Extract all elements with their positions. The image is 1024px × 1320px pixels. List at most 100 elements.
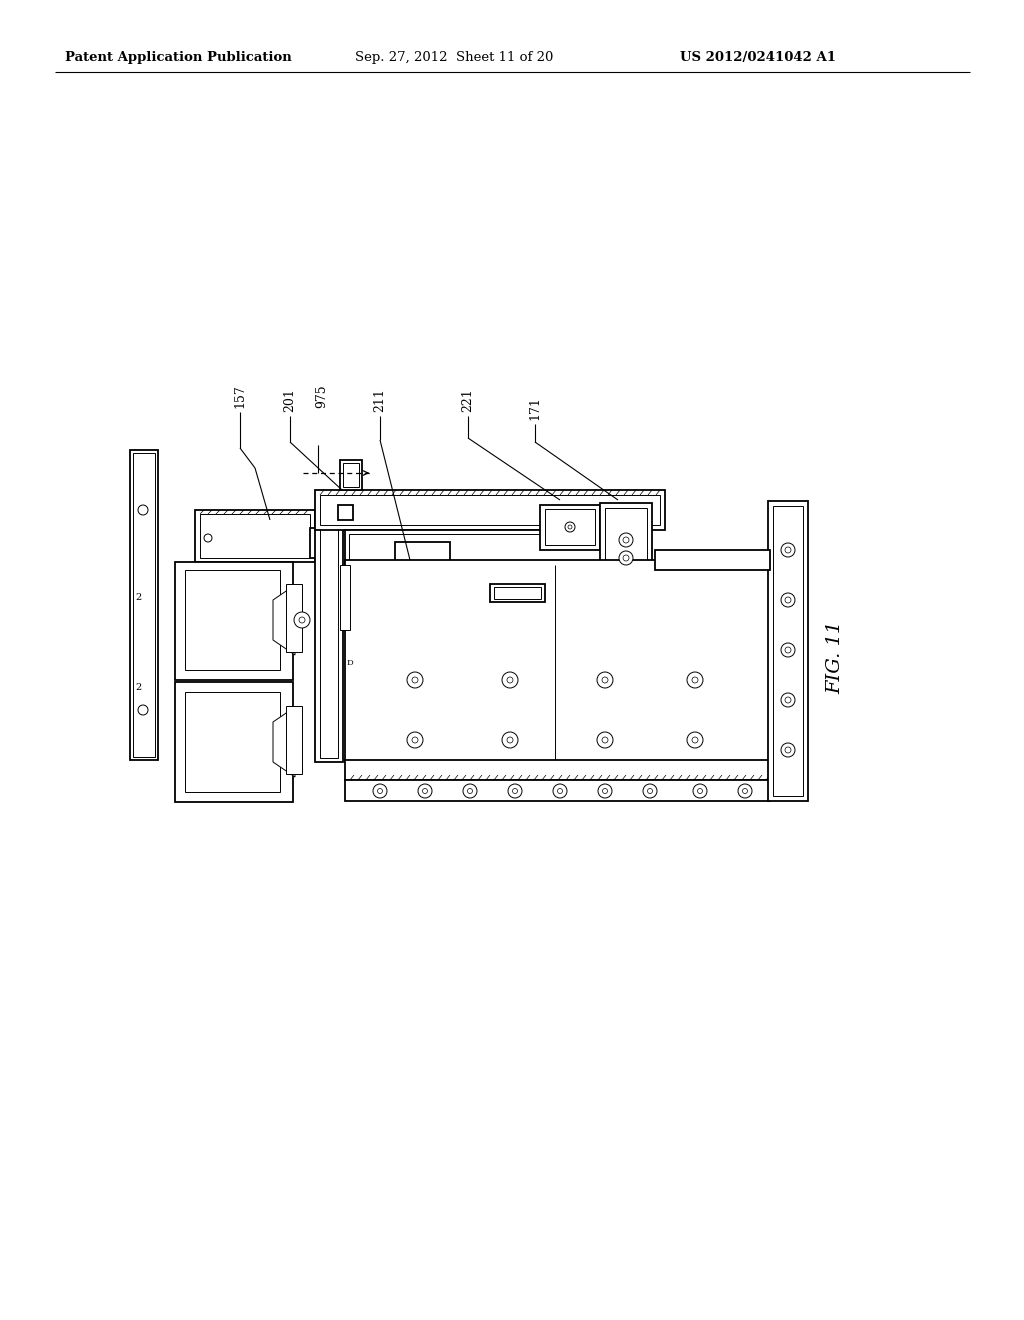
Bar xyxy=(655,550,770,570)
Bar xyxy=(133,453,155,756)
Bar xyxy=(310,528,328,558)
Circle shape xyxy=(138,506,148,515)
Circle shape xyxy=(299,616,305,623)
Circle shape xyxy=(204,535,212,543)
Bar xyxy=(315,510,343,762)
Bar xyxy=(319,513,338,758)
Bar xyxy=(540,506,600,550)
Bar xyxy=(286,583,302,652)
Circle shape xyxy=(412,737,418,743)
Circle shape xyxy=(553,784,567,799)
Circle shape xyxy=(618,550,633,565)
Circle shape xyxy=(785,747,791,752)
Circle shape xyxy=(407,733,423,748)
Bar xyxy=(345,560,770,762)
Bar xyxy=(490,583,545,602)
Circle shape xyxy=(781,643,795,657)
Bar xyxy=(195,510,315,562)
Circle shape xyxy=(502,672,518,688)
Circle shape xyxy=(423,788,427,793)
Circle shape xyxy=(781,693,795,708)
Bar xyxy=(375,579,455,610)
Text: 171: 171 xyxy=(528,396,542,420)
Bar xyxy=(319,495,660,525)
Polygon shape xyxy=(273,708,295,777)
Bar xyxy=(349,535,646,561)
Circle shape xyxy=(785,597,791,603)
Circle shape xyxy=(602,788,607,793)
Bar xyxy=(338,506,353,520)
Circle shape xyxy=(738,784,752,799)
Text: Sep. 27, 2012  Sheet 11 of 20: Sep. 27, 2012 Sheet 11 of 20 xyxy=(355,51,553,65)
Circle shape xyxy=(507,677,513,682)
Circle shape xyxy=(565,521,575,532)
Circle shape xyxy=(687,733,703,748)
Bar xyxy=(130,450,158,760)
Circle shape xyxy=(785,647,791,653)
Bar xyxy=(362,566,484,616)
Bar xyxy=(286,706,302,774)
Circle shape xyxy=(623,554,629,561)
Circle shape xyxy=(602,677,608,682)
Bar xyxy=(395,543,450,562)
Text: 975: 975 xyxy=(315,384,329,408)
Circle shape xyxy=(507,737,513,743)
Circle shape xyxy=(597,672,613,688)
Text: 221: 221 xyxy=(462,388,474,412)
Circle shape xyxy=(602,737,608,743)
Circle shape xyxy=(512,788,517,793)
Circle shape xyxy=(693,784,707,799)
Circle shape xyxy=(687,672,703,688)
Circle shape xyxy=(138,705,148,715)
Bar xyxy=(494,587,541,599)
Text: 2: 2 xyxy=(135,682,141,692)
Circle shape xyxy=(508,784,522,799)
Circle shape xyxy=(407,672,423,688)
Text: FIG. 11: FIG. 11 xyxy=(826,620,844,694)
Bar xyxy=(600,503,652,565)
Text: 157: 157 xyxy=(233,384,247,408)
Polygon shape xyxy=(273,585,295,655)
Circle shape xyxy=(557,788,562,793)
Circle shape xyxy=(785,697,791,704)
Circle shape xyxy=(598,784,612,799)
Circle shape xyxy=(597,733,613,748)
Bar xyxy=(545,510,595,545)
Circle shape xyxy=(692,677,698,682)
Circle shape xyxy=(785,546,791,553)
Circle shape xyxy=(294,612,310,628)
Circle shape xyxy=(647,788,652,793)
Bar xyxy=(185,570,280,671)
Circle shape xyxy=(781,543,795,557)
Bar xyxy=(605,508,647,560)
Text: 201: 201 xyxy=(284,388,297,412)
Circle shape xyxy=(643,784,657,799)
Bar xyxy=(175,562,293,680)
Text: D: D xyxy=(347,659,353,667)
Circle shape xyxy=(502,733,518,748)
Circle shape xyxy=(781,743,795,756)
Bar xyxy=(340,459,362,490)
Bar xyxy=(343,463,359,487)
Bar xyxy=(185,692,280,792)
Bar xyxy=(768,502,808,801)
Text: 2: 2 xyxy=(135,593,141,602)
Circle shape xyxy=(618,533,633,546)
Circle shape xyxy=(463,784,477,799)
Bar xyxy=(358,562,488,620)
Circle shape xyxy=(623,537,629,543)
Circle shape xyxy=(781,593,795,607)
Bar xyxy=(345,760,770,780)
Bar xyxy=(340,565,350,630)
Bar xyxy=(315,490,665,531)
Circle shape xyxy=(692,737,698,743)
Bar xyxy=(773,506,803,796)
Bar xyxy=(175,682,293,803)
Text: Patent Application Publication: Patent Application Publication xyxy=(65,51,292,65)
Circle shape xyxy=(412,677,418,682)
Circle shape xyxy=(418,784,432,799)
Text: 211: 211 xyxy=(374,388,386,412)
Text: US 2012/0241042 A1: US 2012/0241042 A1 xyxy=(680,51,836,65)
Bar xyxy=(345,531,650,565)
Bar xyxy=(345,780,770,801)
